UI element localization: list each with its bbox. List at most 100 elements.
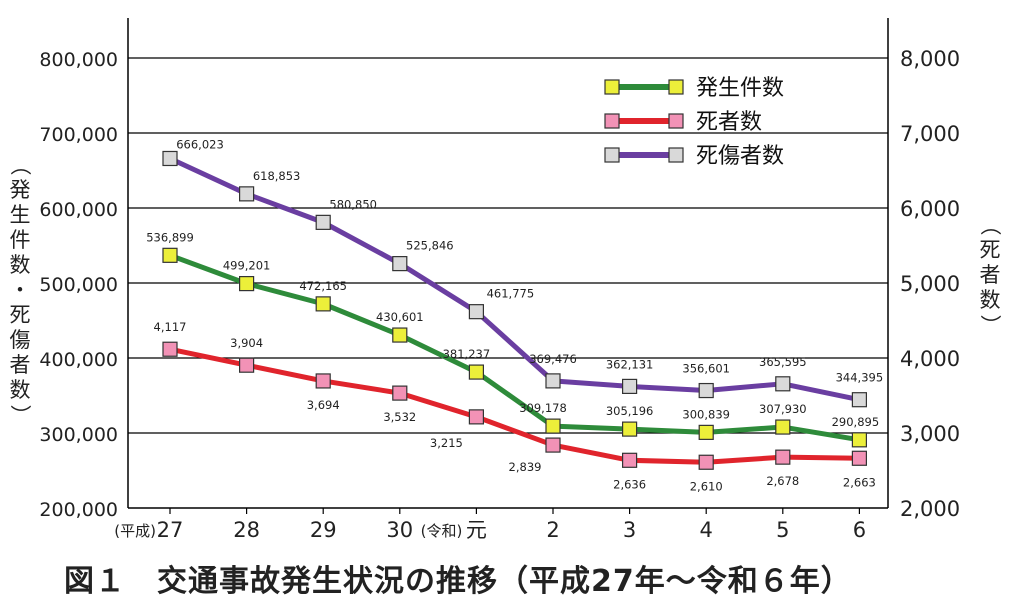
data-point xyxy=(315,296,331,312)
data-label: 2,839 xyxy=(509,460,542,474)
legend-marker xyxy=(604,79,620,95)
data-point xyxy=(392,327,408,343)
data-label: 461,775 xyxy=(487,287,535,301)
left-axis-ticks: 200,000 300,000 400,000 500,000 600,000 700,0… xyxy=(39,49,118,521)
figure-caption: 図１ 交通事故発生状況の推移（平成27年～令和６年） xyxy=(64,564,852,599)
data-point xyxy=(698,454,714,470)
data-point xyxy=(162,247,178,263)
x-tick-label: 5 xyxy=(776,518,789,542)
data-label: 2,610 xyxy=(690,479,723,493)
data-point xyxy=(851,392,868,408)
data-label: 290,895 xyxy=(832,415,880,429)
data-label: 472,165 xyxy=(299,279,347,293)
left-tick-label: 500,000 xyxy=(39,274,118,296)
x-tick-label: 元 xyxy=(466,518,487,542)
legend-label: 発生件数 xyxy=(696,76,784,101)
legend-marker xyxy=(668,79,684,95)
x-tick-label: 29 xyxy=(310,518,337,542)
data-label: 3,904 xyxy=(230,336,263,350)
legend-marker xyxy=(604,147,620,163)
data-point xyxy=(621,378,638,395)
left-axis-title: （発生件数・死傷者数） xyxy=(8,155,32,426)
data-labels: 536,899 499,201 472,165 430,601 381,237 309,1… xyxy=(146,137,883,493)
data-point xyxy=(621,421,638,437)
data-point xyxy=(239,186,255,202)
data-point xyxy=(392,385,408,401)
data-label: 344,395 xyxy=(836,371,884,385)
right-axis-title: （死者数 ） xyxy=(978,215,1002,336)
right-tick-label: 8,000 xyxy=(900,47,960,71)
svg-text:死: 死 xyxy=(980,238,1001,262)
svg-text:（: （ xyxy=(8,155,32,176)
legend-marker xyxy=(668,147,684,163)
data-point xyxy=(468,304,484,320)
x-tick-label: 30 xyxy=(386,518,413,542)
data-point xyxy=(468,409,484,425)
right-axis-ticks: 2,000 3,000 4,000 5,000 6,000 7,000 8,000 xyxy=(900,47,960,521)
data-label: 4,117 xyxy=(154,320,187,334)
data-label: 2,636 xyxy=(613,477,646,491)
series-layer xyxy=(162,150,868,470)
data-point xyxy=(851,450,868,466)
data-point xyxy=(775,376,791,392)
data-label: 300,839 xyxy=(682,407,730,421)
left-tick-label: 700,000 xyxy=(39,124,118,146)
data-label: 356,601 xyxy=(682,362,730,376)
x-tick-label: 6 xyxy=(853,518,866,542)
data-label: 365,595 xyxy=(759,355,807,369)
data-label: 362,131 xyxy=(606,357,654,371)
data-point xyxy=(775,449,791,465)
svg-text:数: 数 xyxy=(980,288,1001,312)
data-point xyxy=(315,214,331,230)
left-tick-label: 600,000 xyxy=(39,199,118,221)
data-point xyxy=(621,452,638,468)
data-label: 666,023 xyxy=(176,137,224,151)
data-label: 430,601 xyxy=(376,310,424,324)
svg-text:死: 死 xyxy=(10,303,31,327)
data-label: 525,846 xyxy=(406,239,454,253)
data-point xyxy=(545,418,561,434)
legend-marker xyxy=(604,113,620,129)
series-line-2 xyxy=(168,156,860,403)
data-label: 381,237 xyxy=(443,347,491,361)
svg-text:件: 件 xyxy=(10,228,31,252)
right-tick-label: 5,000 xyxy=(900,272,960,296)
right-tick-label: 2,000 xyxy=(900,497,960,521)
data-point xyxy=(698,382,714,399)
svg-text:）: ） xyxy=(978,315,1002,336)
x-tick-label: 4 xyxy=(700,518,713,542)
svg-text:数: 数 xyxy=(10,378,31,402)
x-tick-label: 27 xyxy=(157,518,184,542)
data-point xyxy=(851,432,868,448)
data-point xyxy=(162,150,178,167)
svg-text:）: ） xyxy=(8,405,32,426)
x-tick-prefix: (平成) xyxy=(114,522,156,540)
data-label: 305,196 xyxy=(606,404,654,418)
data-label: 307,930 xyxy=(759,402,807,416)
data-point xyxy=(468,364,484,380)
right-tick-label: 7,000 xyxy=(900,122,960,146)
data-label: 499,201 xyxy=(223,259,271,273)
svg-text:発: 発 xyxy=(10,178,31,202)
legend-label: 死傷者数 xyxy=(696,144,784,169)
data-point xyxy=(239,275,255,292)
x-tick-prefix: (令和) xyxy=(421,522,463,540)
svg-text:者: 者 xyxy=(10,353,31,377)
left-tick-label: 200,000 xyxy=(39,499,118,521)
data-label: 2,678 xyxy=(766,474,799,488)
data-point xyxy=(545,373,561,389)
data-point xyxy=(239,357,255,373)
series-line-1 xyxy=(169,346,860,465)
left-tick-label: 800,000 xyxy=(39,49,118,71)
data-point xyxy=(545,437,561,453)
data-label: 309,178 xyxy=(519,401,567,415)
svg-text:生: 生 xyxy=(10,203,31,227)
data-point xyxy=(698,424,714,440)
data-label: 580,850 xyxy=(329,197,377,211)
grid-lines xyxy=(127,18,889,509)
data-point xyxy=(775,419,791,435)
svg-text:傷: 傷 xyxy=(10,328,31,352)
svg-text:（: （ xyxy=(978,215,1002,236)
x-tick-label: 3 xyxy=(623,518,636,542)
